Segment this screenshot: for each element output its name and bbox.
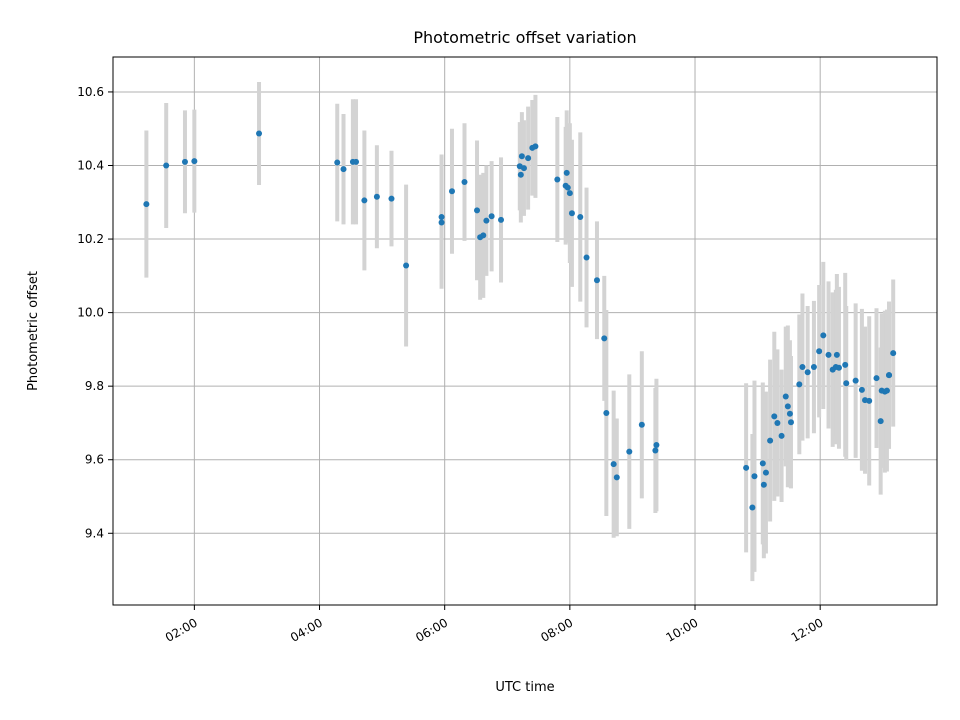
data-point: [787, 419, 794, 426]
data-point: [852, 377, 859, 384]
data-point: [751, 473, 758, 480]
data-point: [613, 474, 620, 481]
data-point: [564, 184, 571, 191]
data-point: [833, 351, 840, 358]
data-point: [518, 153, 525, 160]
y-tick-label: 9.8: [85, 379, 104, 393]
data-point: [835, 364, 842, 371]
data-point: [474, 207, 481, 214]
data-point: [810, 364, 817, 371]
data-point: [256, 130, 263, 137]
data-point: [825, 351, 832, 358]
x-tick-label: 04:00: [288, 615, 325, 644]
data-point: [361, 197, 368, 204]
data-point: [583, 254, 590, 261]
data-point: [181, 158, 188, 165]
data-point: [842, 361, 849, 368]
data-point: [759, 460, 766, 467]
data-point: [883, 387, 890, 394]
data-point: [886, 372, 893, 379]
data-point: [877, 418, 884, 425]
y-tick-label: 10.0: [77, 306, 104, 320]
data-point: [760, 481, 767, 488]
data-point: [743, 464, 750, 471]
chart-title: Photometric offset variation: [413, 28, 636, 47]
data-point: [820, 332, 827, 339]
data-point: [804, 369, 811, 376]
data-point: [593, 277, 600, 284]
x-tick-label: 02:00: [163, 615, 200, 644]
plot-frame: [112, 56, 938, 606]
data-point: [488, 213, 495, 220]
y-tick-label: 10.4: [77, 158, 104, 172]
data-point: [498, 216, 505, 223]
data-point: [762, 469, 769, 476]
data-point: [448, 188, 455, 195]
x-tick-label: 10:00: [664, 615, 701, 644]
data-point: [353, 158, 360, 165]
data-point: [388, 195, 395, 202]
y-tick-label: 9.4: [85, 526, 104, 540]
data-point: [873, 375, 880, 382]
data-point: [784, 403, 791, 410]
data-point: [749, 504, 756, 511]
data-point: [566, 190, 573, 197]
data-point: [638, 421, 645, 428]
data-point: [799, 364, 806, 371]
data-point: [163, 162, 170, 169]
data-point: [373, 193, 380, 200]
data-point: [568, 210, 575, 217]
data-point: [653, 442, 660, 449]
data-point: [520, 165, 527, 172]
x-tick-label: 08:00: [538, 615, 575, 644]
data-point: [603, 410, 610, 417]
data-point: [191, 158, 198, 165]
data-point: [480, 232, 487, 239]
data-point: [438, 213, 445, 220]
data-point: [143, 201, 150, 208]
data-point: [554, 176, 561, 183]
x-tick-label: 12:00: [789, 615, 826, 644]
data-point: [866, 397, 873, 404]
x-tick-label: 06:00: [413, 615, 450, 644]
data-point: [626, 448, 633, 455]
x-axis-label: UTC time: [495, 680, 554, 695]
data-point: [843, 380, 850, 387]
y-tick-label: 10.2: [77, 232, 104, 246]
data-point: [461, 179, 468, 186]
x-axis-ticks: 02:00 04:00 06:00 08:00 10:00 12:00: [163, 605, 826, 645]
data-point: [816, 348, 823, 355]
data-point: [767, 437, 774, 444]
data-point: [340, 166, 347, 173]
y-axis-label: Photometric offset: [26, 271, 41, 391]
data-point: [438, 219, 445, 226]
data-point: [796, 381, 803, 388]
data-point: [577, 213, 584, 220]
data-point: [782, 393, 789, 400]
data-points: [143, 130, 897, 511]
data-point: [652, 447, 659, 454]
data-point: [563, 169, 570, 176]
data-point: [858, 386, 865, 393]
y-tick-label: 9.6: [85, 453, 104, 467]
data-point: [334, 159, 341, 166]
data-point: [778, 432, 785, 439]
data-point: [483, 217, 490, 224]
data-point: [786, 410, 793, 417]
data-point: [517, 171, 524, 178]
data-point: [403, 262, 410, 269]
data-point: [774, 419, 781, 426]
data-point: [610, 461, 617, 468]
y-tick-label: 10.6: [77, 85, 104, 99]
data-point: [525, 155, 532, 162]
data-point: [771, 413, 778, 420]
data-point: [532, 143, 539, 150]
data-point: [890, 350, 897, 357]
y-axis-ticks: 9.4 9.6 9.8 10.0 10.2 10.4 10.6: [77, 85, 113, 540]
data-point: [601, 335, 608, 342]
